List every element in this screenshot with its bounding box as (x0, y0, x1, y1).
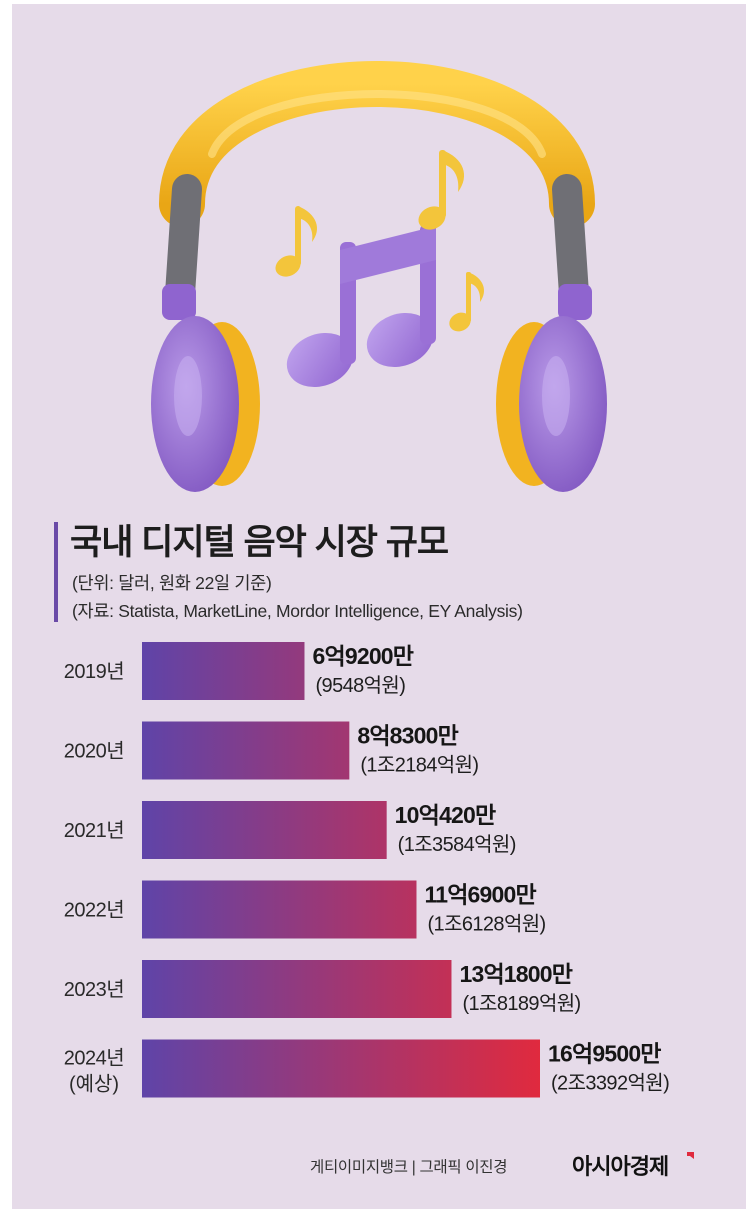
value-label-4: 13억1800만 (459, 961, 572, 987)
source-note: (자료: Statista, MarketLine, Mordor Intell… (72, 601, 523, 621)
image-credit: 게티이미지뱅크 | 그래픽 이진경 (310, 1159, 508, 1176)
category-note-5: (예상) (69, 1073, 119, 1096)
title-accent-bar (54, 522, 58, 622)
right-slider (552, 174, 589, 309)
category-label-2: 2021년 (64, 819, 124, 842)
category-label-4: 2023년 (64, 978, 124, 1001)
headphones-illustration (151, 61, 607, 492)
music-note-icon (286, 224, 436, 388)
left-slider (165, 174, 202, 309)
headband-highlight (208, 90, 546, 158)
bar-0 (142, 642, 305, 700)
bar-5 (142, 1039, 540, 1098)
small-music-note-1 (275, 206, 318, 277)
value-label-5: 16억9500만 (548, 1041, 661, 1067)
infographic-card: 국내 디지털 음악 시장 규모 (단위: 달러, 원화 22일 기준) (자료:… (12, 4, 746, 1209)
footer: 게티이미지뱅크 | 그래픽 이진경 아시아경제 (12, 1146, 746, 1186)
krw-label-3: (1조6128억원) (427, 913, 545, 936)
unit-note: (단위: 달러, 원화 22일 기준) (72, 573, 272, 593)
headband (159, 61, 595, 227)
chart-title: 국내 디지털 음악 시장 규모 (70, 523, 449, 562)
category-label-3: 2022년 (64, 899, 124, 922)
value-label-0: 6억9200만 (312, 643, 413, 669)
krw-label-0: (9548억원) (315, 674, 405, 697)
value-label-2: 10억420만 (395, 802, 496, 828)
value-label-3: 11억6900만 (424, 882, 536, 908)
krw-label-1: (1조2184억원) (360, 754, 478, 777)
small-music-note-3 (449, 272, 484, 332)
bar-chart: 2019년 6억9200만 (9548억원) 2020년 8억8300만 (1조2184억… (64, 642, 670, 1098)
value-label-1: 8억8300만 (357, 723, 458, 749)
bar-1 (142, 721, 350, 780)
krw-label-4: (1조8189억원) (462, 992, 580, 1015)
category-label-0: 2019년 (64, 660, 124, 683)
left-ear-cup (151, 284, 260, 492)
right-ear-cup (496, 284, 607, 492)
small-music-note-2 (418, 150, 465, 230)
bar-4 (142, 960, 452, 1018)
krw-label-5: (2조3392억원) (551, 1072, 669, 1095)
bar-3 (142, 880, 417, 939)
publisher-logo: 아시아경제 (572, 1154, 669, 1179)
bar-2 (142, 801, 387, 859)
publisher-mark-icon (687, 1152, 694, 1159)
category-label-5: 2024년 (64, 1047, 124, 1070)
category-label-1: 2020년 (64, 740, 124, 763)
krw-label-2: (1조3584억원) (398, 833, 516, 856)
